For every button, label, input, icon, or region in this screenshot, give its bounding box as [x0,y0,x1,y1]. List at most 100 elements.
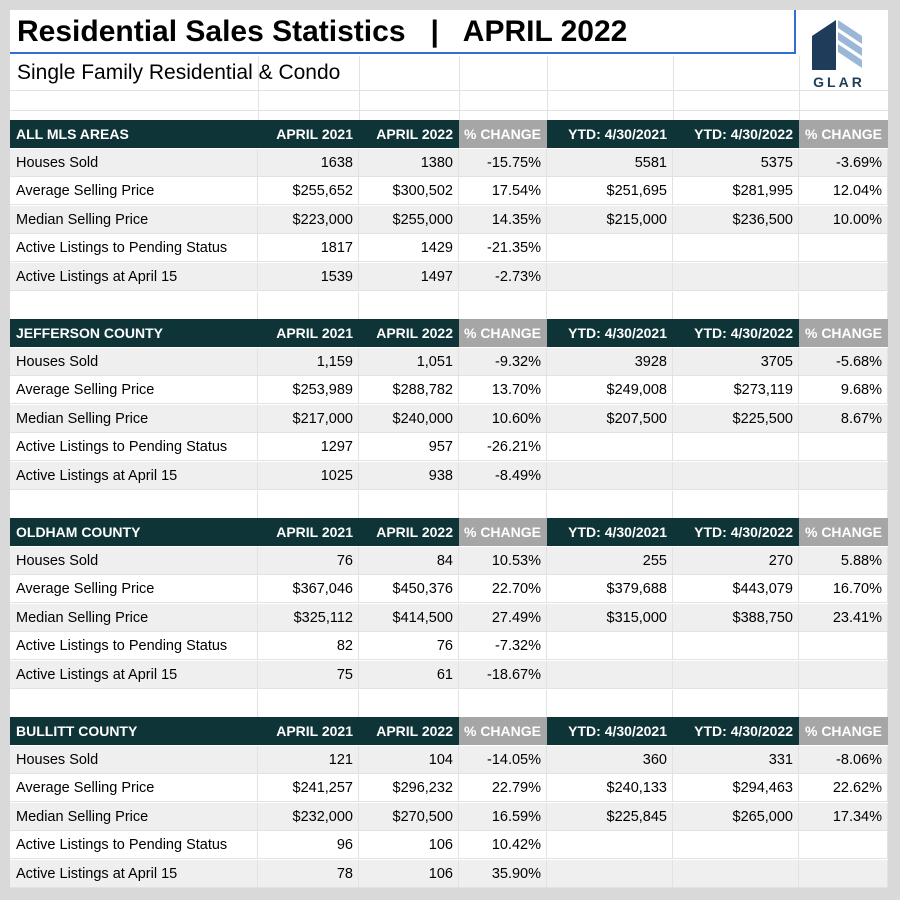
section-name[interactable]: ALL MLS AREAS [10,120,258,148]
table-cell[interactable]: 84 [359,546,459,575]
table-cell[interactable]: 12.04% [799,177,888,206]
table-cell[interactable]: -8.49% [459,462,547,490]
blank-cell[interactable] [547,689,673,718]
blank-cell[interactable] [258,689,359,718]
table-cell[interactable]: 10.53% [459,546,547,575]
column-header[interactable]: APRIL 2022 [359,518,459,546]
table-cell[interactable]: $265,000 [673,802,799,831]
table-cell[interactable]: 23.41% [799,603,888,632]
blank-cell[interactable] [547,291,673,320]
column-header[interactable]: APRIL 2022 [359,717,459,745]
table-cell[interactable] [799,860,888,888]
table-cell[interactable]: 255 [547,546,673,575]
row-label[interactable]: Houses Sold [10,546,258,575]
row-label[interactable]: Active Listings at April 15 [10,860,258,888]
row-label[interactable]: Houses Sold [10,148,258,177]
column-header[interactable]: % CHANGE [459,120,547,148]
column-header[interactable]: % CHANGE [799,120,888,148]
report-title[interactable]: Residential Sales Statistics | APRIL 202… [10,10,796,54]
table-cell[interactable]: -9.32% [459,347,547,376]
table-cell[interactable]: -3.69% [799,148,888,177]
table-cell[interactable]: $414,500 [359,603,459,632]
table-cell[interactable]: $253,989 [258,376,359,405]
blank-cell[interactable] [459,291,547,320]
table-cell[interactable]: 3705 [673,347,799,376]
table-cell[interactable]: $288,782 [359,376,459,405]
column-header[interactable]: % CHANGE [459,717,547,745]
table-cell[interactable]: $207,500 [547,404,673,433]
table-cell[interactable]: 360 [547,745,673,774]
blank-cell[interactable] [359,291,459,320]
table-cell[interactable] [673,433,799,462]
row-label[interactable]: Median Selling Price [10,404,258,433]
table-cell[interactable]: 1,159 [258,347,359,376]
table-cell[interactable] [547,433,673,462]
table-cell[interactable] [799,661,888,689]
table-cell[interactable] [547,462,673,490]
table-cell[interactable]: 1,051 [359,347,459,376]
table-cell[interactable] [673,831,799,860]
blank-cell[interactable] [359,689,459,718]
table-cell[interactable]: $281,995 [673,177,799,206]
table-cell[interactable]: $225,845 [547,802,673,831]
table-cell[interactable]: $236,500 [673,205,799,234]
table-cell[interactable]: $251,695 [547,177,673,206]
table-cell[interactable]: -26.21% [459,433,547,462]
table-cell[interactable]: 9.68% [799,376,888,405]
table-cell[interactable]: $255,652 [258,177,359,206]
table-cell[interactable]: $270,500 [359,802,459,831]
table-cell[interactable]: $225,500 [673,404,799,433]
table-cell[interactable]: $240,000 [359,404,459,433]
table-cell[interactable]: 331 [673,745,799,774]
row-label[interactable]: Active Listings at April 15 [10,661,258,689]
column-header[interactable]: APRIL 2021 [258,319,359,347]
table-cell[interactable]: 22.70% [459,575,547,604]
table-cell[interactable]: 17.34% [799,802,888,831]
table-cell[interactable]: 1817 [258,234,359,263]
table-cell[interactable]: $443,079 [673,575,799,604]
table-cell[interactable]: 3928 [547,347,673,376]
table-cell[interactable]: 121 [258,745,359,774]
blank-cell[interactable] [673,291,799,320]
table-cell[interactable]: 78 [258,860,359,888]
table-cell[interactable]: -8.06% [799,745,888,774]
table-cell[interactable]: 75 [258,661,359,689]
table-cell[interactable]: 14.35% [459,205,547,234]
table-cell[interactable]: 82 [258,632,359,661]
table-cell[interactable]: 13.70% [459,376,547,405]
table-cell[interactable]: $367,046 [258,575,359,604]
column-header[interactable]: YTD: 4/30/2022 [673,120,799,148]
table-cell[interactable]: 5.88% [799,546,888,575]
table-cell[interactable]: $232,000 [258,802,359,831]
table-cell[interactable]: -7.32% [459,632,547,661]
table-cell[interactable] [547,661,673,689]
table-cell[interactable]: $300,502 [359,177,459,206]
table-cell[interactable]: $241,257 [258,774,359,803]
blank-cell[interactable] [258,490,359,519]
row-label[interactable]: Active Listings at April 15 [10,263,258,291]
blank-cell[interactable] [359,490,459,519]
column-header[interactable]: YTD: 4/30/2021 [547,120,673,148]
column-header[interactable]: % CHANGE [459,518,547,546]
table-cell[interactable]: 35.90% [459,860,547,888]
table-cell[interactable] [799,632,888,661]
table-cell[interactable]: -14.05% [459,745,547,774]
table-cell[interactable]: $215,000 [547,205,673,234]
table-cell[interactable]: 76 [258,546,359,575]
table-cell[interactable]: $249,008 [547,376,673,405]
table-cell[interactable]: $294,463 [673,774,799,803]
blank-cell[interactable] [258,291,359,320]
table-cell[interactable] [547,860,673,888]
table-cell[interactable]: 1429 [359,234,459,263]
table-cell[interactable]: $255,000 [359,205,459,234]
row-label[interactable]: Average Selling Price [10,376,258,405]
row-label[interactable]: Average Selling Price [10,774,258,803]
blank-cell[interactable] [799,291,888,320]
table-cell[interactable] [799,462,888,490]
table-cell[interactable]: -5.68% [799,347,888,376]
table-cell[interactable]: 96 [258,831,359,860]
table-cell[interactable]: 5375 [673,148,799,177]
section-name[interactable]: OLDHAM COUNTY [10,518,258,546]
table-cell[interactable]: 1539 [258,263,359,291]
row-label[interactable]: Active Listings at April 15 [10,462,258,490]
